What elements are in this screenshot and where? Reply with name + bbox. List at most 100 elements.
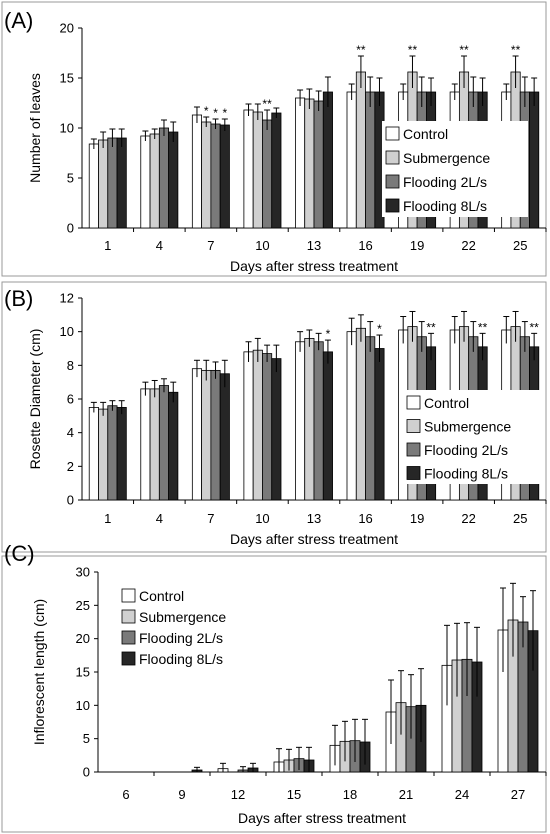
legend-swatch [406, 395, 421, 410]
y-tick-label: 5 [83, 731, 90, 746]
y-tick-label: 15 [76, 665, 90, 680]
bar-flooding-2l-s [313, 100, 324, 229]
panel-label: (A) [4, 8, 33, 33]
y-tick-label: 10 [76, 698, 90, 713]
x-tick-label: 9 [178, 787, 185, 802]
bar-flooding-8l-s [529, 91, 540, 229]
x-tick-label: 7 [207, 238, 214, 253]
panel-label: (C) [4, 541, 35, 566]
legend-swatch [121, 609, 136, 624]
panel-frame [1, 1, 547, 277]
x-tick-label: 10 [255, 511, 269, 526]
significance-marker: * [377, 322, 382, 336]
significance-marker: ** [408, 43, 418, 57]
bar-submergence [304, 98, 315, 229]
significance-marker: ** [459, 43, 469, 57]
x-tick-label: 19 [410, 511, 424, 526]
y-axis-label: Number of leaves [27, 73, 43, 183]
x-tick-label: 25 [513, 238, 527, 253]
x-tick-label: 16 [358, 238, 372, 253]
bar-submergence [252, 349, 263, 501]
legend-entry: Submergence [139, 609, 226, 625]
x-tick-label: 22 [461, 238, 475, 253]
significance-marker: ** [262, 97, 272, 111]
bar-control [88, 143, 99, 229]
y-tick-label: 0 [67, 221, 74, 236]
bar-flooding-2l-s [210, 123, 221, 229]
bar-control [140, 388, 151, 501]
x-tick-label: 7 [207, 511, 214, 526]
x-axis-label: Days after stress treatment [238, 810, 406, 826]
x-tick-label: 1 [104, 511, 111, 526]
bar-control [88, 407, 99, 501]
legend-entry: Control [139, 588, 184, 604]
x-tick-label: 22 [461, 511, 475, 526]
y-tick-label: 5 [67, 171, 74, 186]
legend-swatch [121, 588, 136, 603]
legend-entry: Flooding 8L/s [403, 198, 487, 214]
bar-flooding-2l-s [262, 353, 273, 501]
y-axis-label: Inflorescent length (cm) [31, 599, 47, 745]
legend-entry: Flooding 2L/s [403, 174, 487, 190]
bar-submergence [149, 388, 160, 501]
bar-flooding-8l-s [322, 351, 333, 501]
bar-submergence [304, 337, 315, 501]
x-axis-label: Days after stress treatment [230, 531, 398, 547]
legend-swatch [406, 442, 421, 457]
bar-flooding-8l-s [116, 407, 127, 501]
bar-control [140, 135, 151, 229]
x-tick-label: 13 [307, 238, 321, 253]
x-tick-label: 18 [343, 787, 357, 802]
legend-background [403, 390, 545, 484]
x-tick-label: 6 [122, 787, 129, 802]
bar-flooding-8l-s [219, 373, 230, 501]
x-tick-label: 10 [255, 238, 269, 253]
x-tick-label: 19 [410, 238, 424, 253]
y-tick-label: 0 [67, 493, 74, 508]
y-tick-label: 8 [67, 358, 74, 373]
significance-marker: ** [426, 320, 436, 334]
y-tick-label: 12 [60, 291, 74, 306]
y-tick-label: 6 [67, 392, 74, 407]
bar-flooding-2l-s [262, 119, 273, 229]
significance-marker: * [222, 106, 227, 120]
bar-flooding-2l-s [365, 336, 376, 501]
bar-flooding-8l-s [271, 358, 282, 501]
bar-submergence [201, 121, 212, 229]
y-tick-label: 20 [60, 21, 74, 36]
x-tick-label: 25 [513, 511, 527, 526]
bar-flooding-8l-s [271, 112, 282, 229]
bar-control [295, 97, 306, 229]
x-tick-label: 15 [287, 787, 301, 802]
bar-flooding-2l-s [158, 385, 170, 501]
bar-submergence [252, 111, 263, 229]
bar-flooding-8l-s [219, 124, 230, 229]
x-tick-label: 16 [358, 511, 372, 526]
legend: Control Submergence Flooding 2L/s Flooding … [118, 583, 248, 667]
panel-frame [1, 555, 547, 833]
legend-swatch [121, 630, 136, 645]
x-tick-label: 27 [511, 787, 525, 802]
bar-submergence [98, 408, 109, 501]
bar-control [191, 114, 203, 229]
bar-submergence [201, 369, 212, 501]
legend-swatch [406, 419, 421, 433]
bar-submergence [355, 71, 366, 229]
x-tick-label: 12 [231, 787, 245, 802]
bar-flooding-8l-s [116, 137, 127, 229]
legend-entry: Flooding 2L/s [139, 630, 223, 646]
bar-flooding-2l-s [365, 91, 376, 229]
bar-control [346, 91, 357, 229]
y-tick-label: 10 [60, 121, 74, 136]
bar-flooding-8l-s [374, 348, 385, 501]
y-tick-label: 15 [60, 71, 74, 86]
bar-control [191, 368, 203, 501]
bar-flooding-2l-s [313, 341, 324, 501]
y-tick-label: 2 [67, 459, 74, 474]
bar-submergence [98, 139, 109, 229]
x-tick-label: 1 [104, 238, 111, 253]
legend-entry: Flooding 2L/s [424, 442, 508, 458]
significance-marker: * [326, 327, 331, 341]
